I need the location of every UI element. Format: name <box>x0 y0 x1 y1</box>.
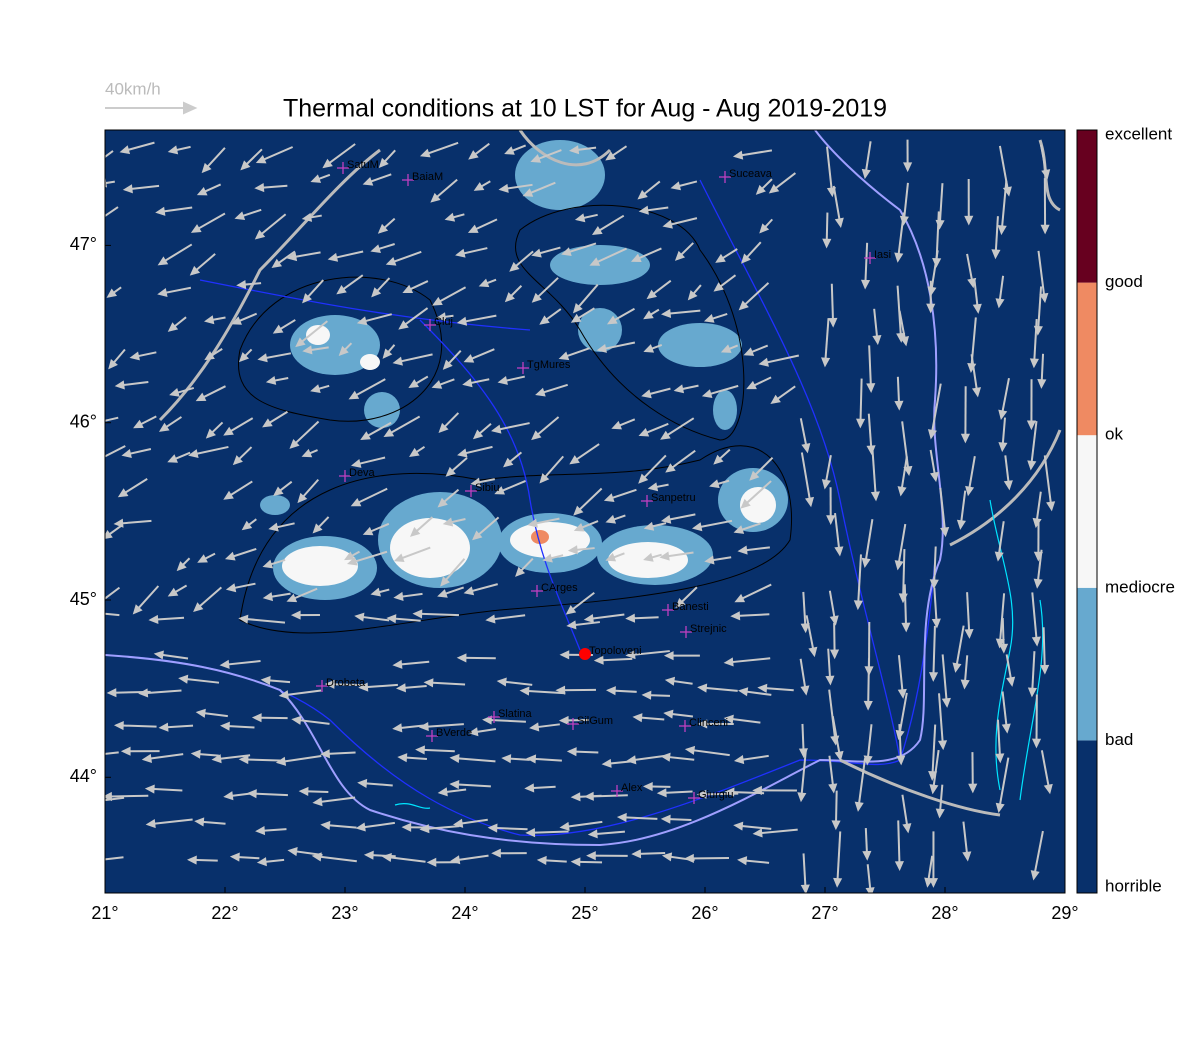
city-label: Alex <box>621 782 643 794</box>
y-tick-label: 45° <box>70 589 97 609</box>
colorbar-segment <box>1077 435 1097 588</box>
x-tick-label: 26° <box>691 903 718 923</box>
city-label: Drobeta <box>326 677 366 689</box>
colorbar-label: good <box>1105 272 1143 291</box>
x-tick-label: 28° <box>931 903 958 923</box>
colorbar-segment <box>1077 740 1097 893</box>
city-label: BVerde <box>436 727 472 739</box>
wind-reference-arrow <box>105 103 195 113</box>
wind-arrow-head <box>867 888 873 895</box>
x-tick-label: 29° <box>1051 903 1078 923</box>
x-tick-label: 27° <box>811 903 838 923</box>
city-label: Strejnic <box>690 623 727 635</box>
city-label: Cluj <box>434 316 453 328</box>
x-tick-label: 24° <box>451 903 478 923</box>
background <box>105 130 1065 893</box>
y-tick-label: 44° <box>70 766 97 786</box>
city-label: Slatina <box>498 708 533 720</box>
wind-arrow-head <box>89 858 96 864</box>
colorbar-label: mediocre <box>1105 577 1175 596</box>
x-tick-label: 22° <box>211 903 238 923</box>
city-label: Topoloveni <box>589 645 642 657</box>
wind-arrow-head <box>87 222 94 228</box>
city-label: Banesti <box>672 601 709 613</box>
y-tick-label: 47° <box>70 234 97 254</box>
colorbar-label: horrible <box>1105 876 1162 895</box>
colorbar-label: excellent <box>1105 124 1172 143</box>
city-label: BaiaM <box>412 171 443 183</box>
y-tick-label: 46° <box>70 411 97 431</box>
city-label: Sibiu <box>475 482 499 494</box>
city-label: Sanpetru <box>651 492 696 504</box>
colorbar: horrible bad mediocre ok good excellent <box>1077 124 1175 895</box>
wind-arrow-head <box>89 752 96 758</box>
wind-arrow-head <box>82 609 89 615</box>
map-area: SatuM BaiaM Suceava Iasi Cluj TgMures Deva Sibi… <box>82 130 1065 895</box>
title: Thermal conditions at 10 LST for Aug - A… <box>283 95 887 123</box>
colorbar-label: ok <box>1105 425 1123 444</box>
colorbar-segment <box>1077 588 1097 741</box>
city-label: SilGum <box>577 715 613 727</box>
x-tick-label: 25° <box>571 903 598 923</box>
wind-reference-label: 40km/h <box>105 79 161 98</box>
city-label: Clinceni <box>689 717 728 729</box>
city-label: CArges <box>541 582 578 594</box>
x-tick-label: 23° <box>331 903 358 923</box>
city-label: SatuM <box>347 159 379 171</box>
x-tick-label: 21° <box>91 903 118 923</box>
city-label: TgMures <box>527 359 571 371</box>
wind-arrow-head <box>97 157 104 163</box>
wind-arrow-head <box>92 798 99 804</box>
city-label: Iasi <box>874 249 891 261</box>
city-label: Deva <box>349 467 376 479</box>
wind-arrow-head <box>93 457 100 463</box>
city-label: Suceava <box>729 168 773 180</box>
colorbar-label: bad <box>1105 730 1133 749</box>
colorbar-segment <box>1077 130 1097 283</box>
wind-arrow <box>868 658 869 708</box>
colorbar-segment <box>1077 283 1097 436</box>
city-label: Giurgiu <box>698 789 733 801</box>
